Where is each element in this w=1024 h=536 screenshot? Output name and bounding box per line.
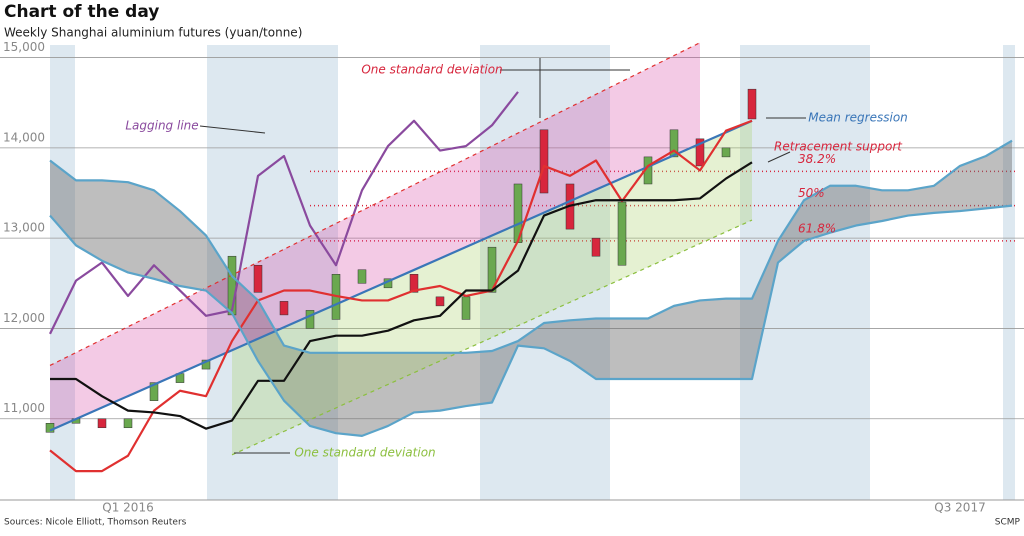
candle: [695, 138, 705, 167]
shade-bands: [50, 45, 1015, 500]
series-line: [49, 204, 1013, 437]
candle: [461, 296, 471, 320]
area-fill: [50, 140, 1012, 436]
candle: [591, 237, 601, 257]
candle: [409, 274, 419, 293]
annotations: One standard deviation Lagging line Mean…: [125, 58, 908, 460]
series-line: [49, 91, 519, 335]
candle: [617, 201, 627, 266]
candle: [747, 88, 757, 120]
source: Sources: Nicole Elliott, Thomson Reuters: [4, 518, 187, 528]
y-tick-label: 15,000: [3, 40, 45, 54]
chart-subtitle: Weekly Shanghai aluminium futures (yuan/…: [4, 26, 302, 40]
candle: [279, 301, 289, 316]
candle: [539, 129, 549, 194]
y-tick-label: 14,000: [3, 130, 45, 144]
candle: [149, 382, 159, 401]
series-line: [49, 119, 753, 432]
marks: [45, 42, 1013, 473]
series-line: [231, 219, 753, 456]
y-tick-label: 12,000: [3, 311, 45, 325]
annotation: One standard deviation: [361, 63, 502, 77]
chart-title: Chart of the day: [4, 2, 159, 22]
series-line: [49, 139, 1013, 354]
connector: [767, 151, 791, 163]
annotation: Mean regression: [808, 111, 908, 125]
annotation: Lagging line: [125, 119, 198, 133]
shade-band: [1003, 45, 1015, 500]
candle: [435, 296, 445, 307]
annotation: One standard deviation: [294, 446, 435, 460]
x-tick-label: Q1 2016: [102, 501, 153, 515]
retracement-label: 50%: [798, 186, 825, 200]
credit: SCMP: [995, 518, 1021, 528]
retracement-label: 61.8%: [798, 221, 836, 235]
candle: [253, 264, 263, 293]
series-line: [50, 161, 753, 430]
grid: [0, 57, 1024, 420]
candle: [123, 418, 133, 429]
shade-band: [740, 45, 870, 500]
connector: [199, 125, 266, 134]
candle: [45, 423, 55, 433]
retracement-label: 38.2%: [798, 152, 836, 166]
candle: [487, 246, 497, 293]
area-fill: [50, 42, 700, 431]
candle: [97, 418, 107, 429]
candle: [721, 147, 731, 158]
series-line: [49, 119, 753, 473]
candle: [669, 129, 679, 158]
y-tick-label: 11,000: [3, 401, 45, 415]
candle: [357, 269, 367, 284]
series-line: [49, 42, 701, 367]
annotation: Retracement support: [774, 140, 903, 154]
y-tick-label: 13,000: [3, 221, 45, 235]
candle: [305, 310, 315, 329]
x-tick-label: Q3 2017: [934, 501, 985, 515]
